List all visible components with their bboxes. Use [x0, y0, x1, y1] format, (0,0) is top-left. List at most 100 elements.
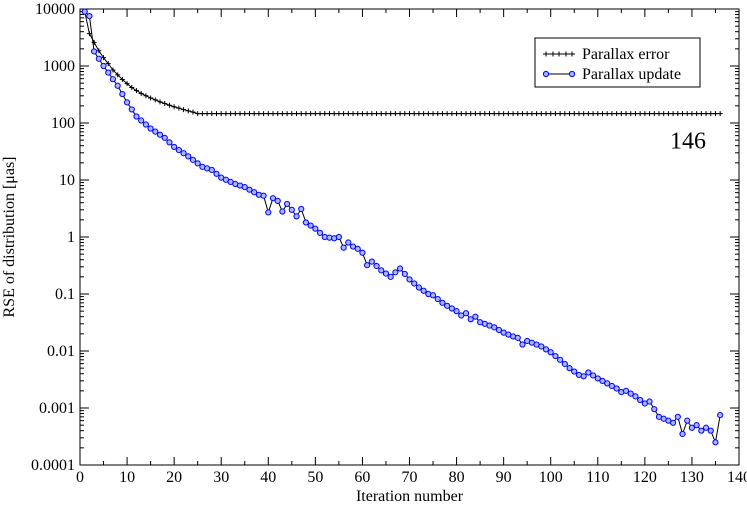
data-point-parallax-error [614, 111, 620, 117]
y-tick-label: 0.0001 [31, 457, 75, 474]
data-point-parallax-error [515, 111, 521, 117]
data-point-parallax-error [411, 111, 417, 117]
data-point-parallax-update [613, 385, 620, 392]
data-point-parallax-update [251, 189, 258, 196]
data-point-parallax-error [209, 111, 215, 117]
data-point-parallax-error [162, 100, 168, 106]
data-point-parallax-error [449, 111, 455, 117]
data-point-parallax-update [91, 48, 98, 55]
data-point-parallax-error [463, 111, 469, 117]
data-point-parallax-update [213, 170, 220, 177]
data-point-parallax-update [670, 419, 677, 426]
x-tick-label: 80 [449, 469, 465, 486]
data-point-parallax-update [462, 310, 470, 317]
data-point-parallax-error [148, 95, 154, 101]
data-point-parallax-update [307, 222, 314, 229]
data-point-parallax-error [562, 111, 568, 117]
data-point-parallax-update [354, 245, 361, 252]
data-point-parallax-error [698, 111, 704, 117]
data-point-parallax-error [656, 111, 662, 117]
data-point-parallax-error [270, 111, 276, 117]
y-tick-label: 0.1 [55, 286, 75, 303]
x-tick-label: 140 [727, 469, 747, 486]
data-point-parallax-error [232, 111, 238, 117]
data-point-parallax-update [571, 368, 578, 375]
series-layer [81, 8, 724, 446]
data-point-parallax-update [627, 390, 634, 397]
data-point-parallax-error [345, 111, 351, 117]
data-point-parallax-error [439, 111, 445, 117]
data-point-parallax-error [279, 111, 285, 117]
data-point-parallax-update [439, 299, 446, 306]
data-point-parallax-update [175, 146, 182, 154]
data-point-parallax-update [260, 192, 267, 199]
legend-marker-parallax-error [543, 51, 575, 57]
data-point-parallax-error [642, 111, 648, 117]
data-point-parallax-update [298, 205, 305, 213]
data-point-parallax-error [538, 111, 544, 117]
data-point-parallax-error [369, 111, 375, 117]
data-point-parallax-update [246, 186, 253, 193]
data-point-parallax-update [119, 90, 126, 98]
data-point-parallax-update [594, 375, 601, 382]
data-point-parallax-error [425, 111, 431, 117]
data-point-parallax-error [684, 111, 690, 117]
data-point-parallax-update [392, 269, 399, 276]
data-point-parallax-update [284, 200, 291, 208]
data-point-parallax-error [105, 61, 111, 67]
data-point-parallax-error [567, 111, 573, 117]
data-point-parallax-error [214, 111, 220, 117]
data-point-parallax-update [557, 356, 564, 363]
data-point-parallax-update [717, 412, 724, 419]
data-point-parallax-update [373, 262, 380, 270]
x-tick-label: 130 [680, 469, 704, 486]
data-point-parallax-error [407, 111, 412, 117]
x-tick-label: 70 [402, 469, 418, 486]
data-point-parallax-update [688, 424, 696, 431]
legend: Parallax error Parallax update [534, 37, 701, 88]
legend-label-parallax-error: Parallax error [582, 46, 670, 63]
data-point-parallax-update [580, 373, 587, 380]
data-point-parallax-error [388, 111, 394, 117]
data-point-parallax-error [628, 111, 634, 117]
data-point-parallax-update [561, 360, 568, 368]
data-point-parallax-error [251, 111, 257, 117]
data-point-parallax-update [401, 270, 408, 278]
data-point-parallax-update [448, 305, 455, 312]
data-point-parallax-error [199, 111, 205, 117]
data-point-parallax-error [581, 111, 587, 117]
data-point-parallax-error [717, 111, 723, 117]
data-point-parallax-update [189, 156, 197, 163]
data-point-parallax-update [538, 343, 545, 350]
data-point-parallax-error [86, 31, 92, 37]
x-tick-label: 10 [119, 469, 135, 486]
data-point-parallax-update [491, 324, 498, 331]
data-point-parallax-update [382, 270, 390, 277]
data-point-parallax-update [208, 166, 215, 174]
data-point-parallax-error [341, 111, 347, 117]
data-point-parallax-update [429, 292, 437, 299]
data-point-parallax-update [274, 197, 281, 204]
data-point-parallax-update [123, 99, 131, 106]
data-point-parallax-error [275, 111, 281, 117]
data-point-parallax-error [256, 111, 262, 117]
data-point-parallax-error [322, 111, 328, 117]
data-point-parallax-error [124, 81, 130, 87]
x-tick-label: 40 [260, 469, 276, 486]
data-point-parallax-update [679, 430, 686, 438]
data-point-parallax-update [128, 106, 135, 113]
data-point-parallax-error [119, 76, 125, 82]
data-point-parallax-error [689, 111, 695, 117]
data-point-parallax-error [623, 111, 629, 117]
data-point-parallax-error [228, 111, 234, 117]
data-point-parallax-update [646, 398, 653, 405]
data-point-parallax-update [585, 369, 592, 376]
data-point-parallax-update [335, 233, 342, 241]
data-point-parallax-error [458, 111, 464, 117]
data-point-parallax-error [604, 111, 610, 117]
data-point-parallax-update [265, 209, 272, 216]
data-point-parallax-update [406, 276, 413, 283]
x-tick-label: 120 [633, 469, 657, 486]
data-point-parallax-error [129, 84, 135, 90]
data-point-parallax-error [680, 111, 686, 117]
